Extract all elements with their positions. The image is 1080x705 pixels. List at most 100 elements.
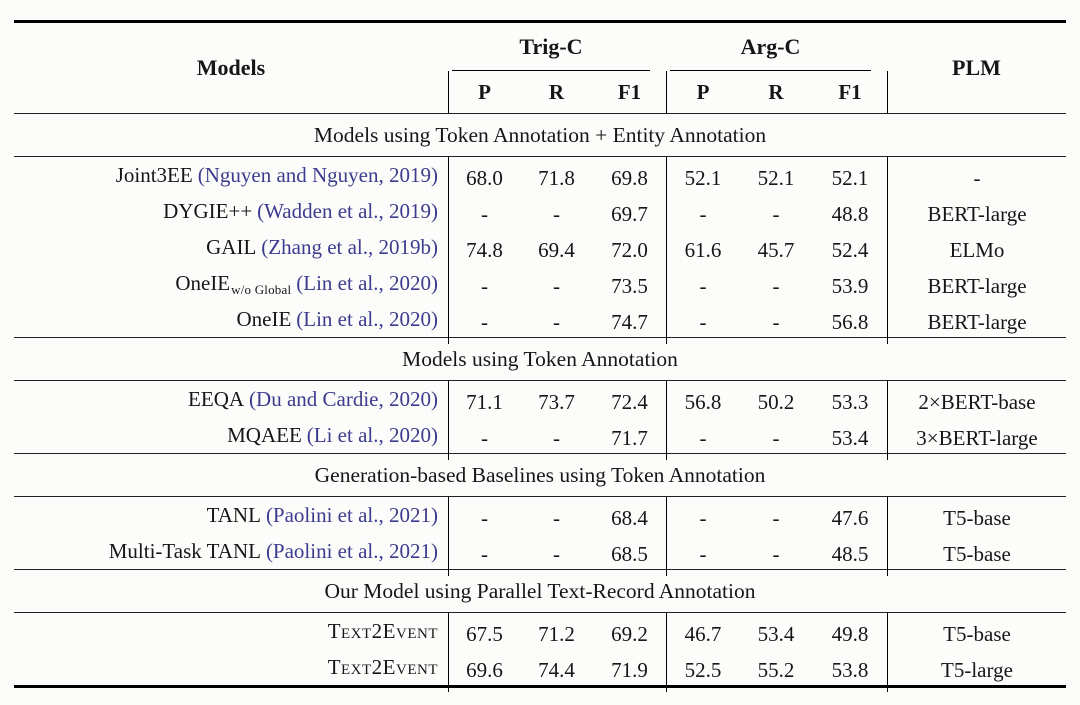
- metric-cell: 71.7: [611, 426, 648, 450]
- metric-cell: 69.8: [611, 166, 648, 190]
- model-name-cell: GAIL (Zhang et al., 2019b): [14, 229, 448, 272]
- section-rule: [14, 496, 1066, 497]
- model-name: EEQA: [188, 387, 245, 411]
- metric-cell: 56.8: [666, 381, 739, 424]
- table-row: Joint3EE (Nguyen and Nguyen, 2019) 68.0 7…: [14, 157, 1066, 200]
- subcol-header-arg-r: R: [768, 79, 784, 104]
- model-name-subscript: w/o Global: [231, 282, 292, 297]
- citation-link[interactable]: (Paolini et al., 2021): [265, 503, 438, 527]
- citation-link[interactable]: (Wadden et al., 2019): [257, 199, 438, 223]
- metric-cell: 45.7: [757, 238, 795, 262]
- section-rule: [14, 569, 1066, 570]
- model-name-cell: Multi-Task TANL (Paolini et al., 2021): [14, 533, 448, 576]
- section-rule: [14, 453, 1066, 454]
- metric-cell: -: [772, 202, 780, 226]
- metric-cell: -: [448, 193, 520, 236]
- table-row: DYGIE++ (Wadden et al., 2019) - - 69.7 - …: [14, 193, 1066, 236]
- model-name-cell: TANL (Paolini et al., 2021): [14, 497, 448, 540]
- citation-link[interactable]: (Paolini et al., 2021): [265, 539, 438, 563]
- model-name-cell: Text2Event: [14, 613, 448, 656]
- metric-cell: 53.4: [831, 426, 869, 450]
- metric-cell: -: [772, 542, 780, 566]
- subcol-header-trig-r: R: [548, 79, 565, 104]
- metric-cell: 74.8: [448, 229, 520, 272]
- metric-cell: 71.2: [538, 622, 575, 646]
- metric-cell: -: [772, 426, 780, 450]
- col-header-models: Models: [196, 55, 266, 80]
- metric-cell: -: [666, 497, 739, 540]
- model-name: Text2Event: [327, 619, 438, 643]
- metric-cell: -: [553, 506, 560, 530]
- metric-cell: 56.8: [831, 310, 869, 334]
- section-rule: [14, 156, 1066, 157]
- section-rule: [14, 380, 1066, 381]
- plm-cell: T5-large: [887, 649, 1066, 692]
- metric-cell: 55.2: [757, 658, 795, 682]
- metric-cell: -: [666, 417, 739, 460]
- top-rule: [14, 20, 1066, 23]
- model-name-cell: OneIE (Lin et al., 2020): [14, 301, 448, 344]
- plm-cell: 2×BERT-base: [887, 381, 1066, 424]
- plm-cell: BERT-large: [887, 301, 1066, 344]
- metric-cell: -: [772, 274, 780, 298]
- metric-cell: -: [666, 193, 739, 236]
- metric-cell: 69.4: [538, 238, 575, 262]
- metric-cell: 72.0: [611, 238, 648, 262]
- metric-cell: 69.6: [448, 649, 520, 692]
- metric-cell: 53.4: [757, 622, 795, 646]
- metric-cell: -: [448, 265, 520, 308]
- metric-cell: -: [666, 533, 739, 576]
- metric-cell: 74.4: [538, 658, 575, 682]
- table-row: GAIL (Zhang et al., 2019b) 74.8 69.4 72.0…: [14, 229, 1066, 272]
- metric-cell: -: [772, 310, 780, 334]
- table-row: OneIE (Lin et al., 2020) - - 74.7 - - 56.…: [14, 301, 1066, 344]
- plm-cell: ELMo: [887, 229, 1066, 272]
- model-name-cell: MQAEE (Li et al., 2020): [14, 417, 448, 460]
- metric-cell: 50.2: [757, 390, 795, 414]
- subcol-header-arg-f1: F1: [838, 79, 862, 104]
- model-name: GAIL: [206, 235, 257, 259]
- table-row: TANL (Paolini et al., 2021) - - 68.4 - - …: [14, 497, 1066, 540]
- metric-cell: 74.7: [611, 310, 648, 334]
- model-name-cell: Text2Event: [14, 649, 448, 692]
- subcol-header-trig-p: P: [448, 71, 520, 113]
- metric-cell: 52.1: [757, 166, 795, 190]
- metric-cell: 71.8: [538, 166, 575, 190]
- metric-cell: 69.7: [611, 202, 648, 226]
- metric-cell: 47.6: [831, 506, 869, 530]
- citation-link[interactable]: (Lin et al., 2020): [296, 307, 438, 331]
- metric-cell: 72.4: [611, 390, 648, 414]
- plm-cell: BERT-large: [887, 193, 1066, 236]
- col-header-arg-c: Arg-C: [670, 23, 871, 71]
- model-name-cell: EEQA (Du and Cardie, 2020): [14, 381, 448, 424]
- model-name: MQAEE: [227, 423, 302, 447]
- metric-cell: 46.7: [666, 613, 739, 656]
- citation-link[interactable]: (Lin et al., 2020): [296, 271, 438, 295]
- model-name: OneIE: [175, 271, 231, 295]
- metric-cell: 52.1: [666, 157, 739, 200]
- model-name: Joint3EE: [115, 163, 193, 187]
- metric-cell: -: [553, 202, 560, 226]
- metric-cell: 67.5: [448, 613, 520, 656]
- metric-cell: 53.9: [831, 274, 869, 298]
- metric-cell: 71.9: [611, 658, 648, 682]
- model-name-cell: DYGIE++ (Wadden et al., 2019): [14, 193, 448, 236]
- metric-cell: 48.8: [831, 202, 869, 226]
- model-name-cell: OneIEw/o Global (Lin et al., 2020): [14, 265, 448, 308]
- subcol-header-arg-p: P: [666, 71, 739, 113]
- citation-link[interactable]: (Du and Cardie, 2020): [249, 387, 438, 411]
- section-rule: [14, 337, 1066, 338]
- metric-cell: 68.0: [448, 157, 520, 200]
- plm-cell: T5-base: [887, 613, 1066, 656]
- citation-link[interactable]: (Nguyen and Nguyen, 2019): [197, 163, 438, 187]
- citation-link[interactable]: (Li et al., 2020): [306, 423, 438, 447]
- metric-cell: 53.3: [831, 390, 869, 414]
- section-header: Models using Token Annotation + Entity A…: [313, 122, 767, 147]
- model-name: DYGIE++: [163, 199, 253, 223]
- table-row: Text2Event 69.6 74.4 71.9 52.5 55.2 53.8…: [14, 649, 1066, 692]
- table-header: Models Trig-C Arg-C PLM P R F1 P R F1: [14, 23, 1066, 113]
- metric-cell: 71.1: [448, 381, 520, 424]
- plm-cell: T5-base: [887, 497, 1066, 540]
- citation-link[interactable]: (Zhang et al., 2019b): [261, 235, 438, 259]
- metric-cell: -: [553, 310, 560, 334]
